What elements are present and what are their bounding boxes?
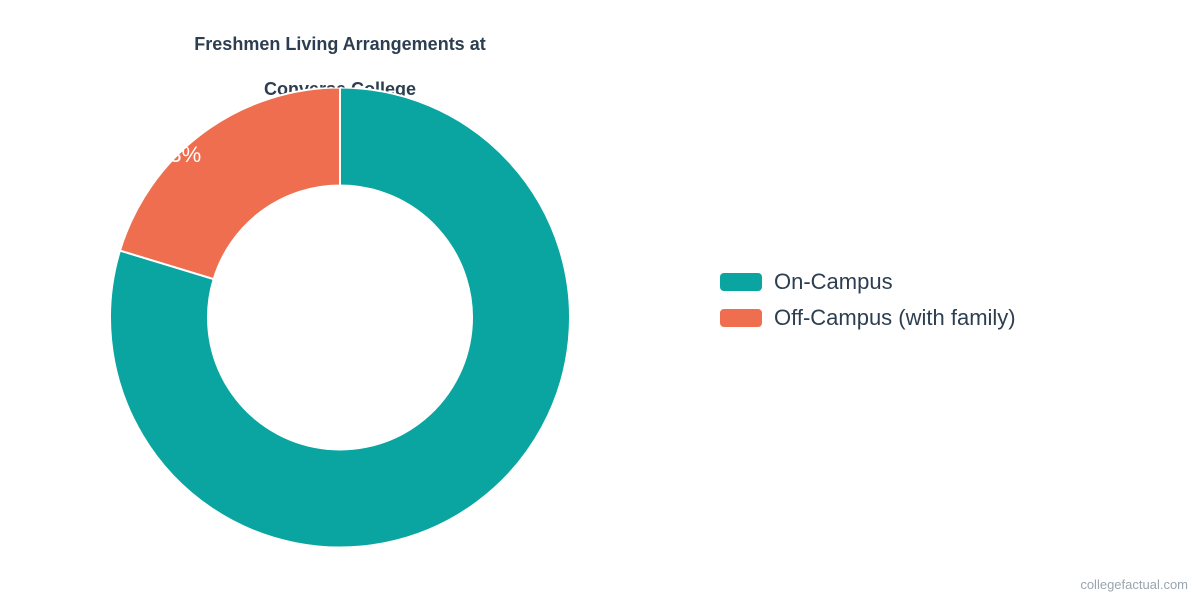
slice-label-on-campus: 79.7% (409, 537, 471, 563)
slice-label-off-campus: 20.3% (139, 142, 201, 168)
legend: On-Campus Off-Campus (with family) (720, 259, 1016, 341)
chart-title-line1: Freshmen Living Arrangements at (194, 34, 485, 54)
legend-label-on-campus: On-Campus (774, 269, 893, 295)
attribution-text: collegefactual.com (1080, 577, 1188, 592)
legend-label-off-campus: Off-Campus (with family) (774, 305, 1016, 331)
legend-item-off-campus: Off-Campus (with family) (720, 305, 1016, 331)
donut-chart: 79.7% 20.3% (40, 60, 640, 580)
legend-item-on-campus: On-Campus (720, 269, 1016, 295)
legend-swatch-on-campus (720, 273, 762, 291)
legend-swatch-off-campus (720, 309, 762, 327)
